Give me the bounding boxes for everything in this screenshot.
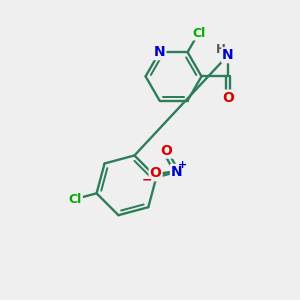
Text: O: O	[150, 166, 161, 180]
Text: N: N	[171, 165, 183, 179]
Text: H: H	[216, 44, 226, 56]
Text: Cl: Cl	[192, 26, 205, 40]
Text: O: O	[222, 91, 234, 105]
Text: O: O	[160, 144, 172, 158]
Text: +: +	[178, 160, 187, 170]
Text: −: −	[142, 173, 153, 186]
Text: N: N	[222, 48, 234, 62]
Text: N: N	[154, 45, 165, 59]
Text: Cl: Cl	[69, 193, 82, 206]
